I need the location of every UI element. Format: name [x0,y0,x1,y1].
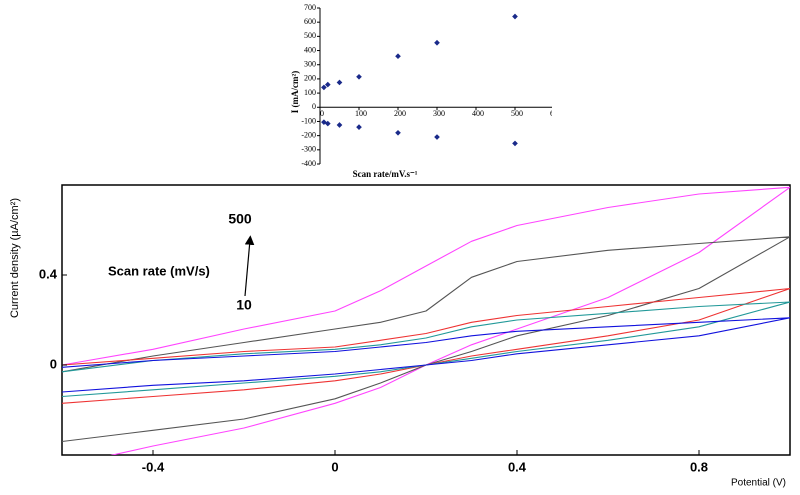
x-tick-label: 200 [394,109,406,118]
point [336,79,343,86]
cv-curve [62,236,790,443]
plot-area [62,186,790,455]
y-tick-label: 400 [304,45,316,54]
inset-chart: -400 -300 -200 -100 0 100 200 300 400 500 600 700 0 1… [290,3,562,179]
x-tick-label: 400 [472,109,484,118]
x-tick-label: 500 [511,109,523,118]
y-tick-label: -400 [301,159,316,168]
x-tick-label: 0 [320,109,324,118]
x-axis-label: Scan rate/mV.s⁻¹ [353,169,418,179]
annotation: 10 [236,297,252,313]
y-tick-label: -100 [301,116,316,125]
cv-curve [62,186,790,455]
point [395,129,401,136]
x-tick-label: -0.4 [142,459,165,474]
y-tick-label: 700 [304,3,316,12]
main-chart: -0.4 0 0.4 0.8 0 0.4 500 Scan rate (mV/s) 10 Pote… [9,184,791,489]
x-tick-label: 0 [331,459,338,474]
point [336,122,343,128]
y-axis-label: Current density (µA/cm²) [9,198,21,318]
y-tick-label: -300 [301,145,316,154]
annotation: Scan rate (mV/s) [108,263,210,278]
point [324,81,331,88]
point [434,134,440,140]
point [324,120,331,127]
x-tick-label: 600 [550,109,562,118]
y-tick-label: 500 [304,31,316,40]
point [395,53,401,60]
y-tick-label: 0 [50,356,57,371]
y-tick-label: 0.4 [39,266,58,281]
y-tick-label: 200 [304,74,316,83]
cv-curve [62,317,790,393]
y-axis-label: I (mA/cm²) [290,71,300,113]
x-tick-label: 100 [355,109,367,118]
y-tick-label: 300 [304,60,316,69]
annotation: 500 [228,211,252,227]
point [356,73,362,80]
x-tick-label: 0.8 [690,459,708,474]
y-tick-label: 100 [304,88,316,97]
point [356,124,362,130]
y-tick-label: -200 [301,130,316,139]
x-axis-label: Potential (V) [731,478,786,489]
point [512,13,518,20]
cv-curve [62,287,790,404]
y-tick-label: 600 [304,17,316,26]
point [321,84,327,91]
y-tick-label: 0 [312,102,316,111]
arrow [244,235,255,297]
x-tick-label: 300 [433,109,445,118]
plot-frame [61,184,791,456]
cv-curve [62,301,790,398]
point [434,39,440,46]
point [512,140,518,147]
x-tick-label: 0.4 [508,459,527,474]
